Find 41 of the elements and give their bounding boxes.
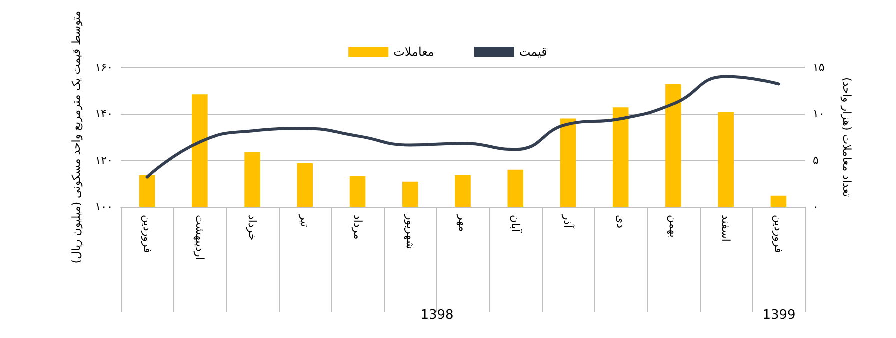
x-tick-label: خرداد: [246, 215, 260, 241]
bar: [192, 94, 208, 207]
bar: [402, 182, 418, 207]
legend-label: معاملات: [394, 45, 434, 59]
x-tick-label: تیر: [298, 214, 312, 228]
legend-label: قیمت: [519, 45, 548, 59]
y-tick-label: ۱۶۰: [95, 61, 113, 74]
bar: [350, 176, 366, 207]
x-tick-label: مهر: [456, 214, 470, 232]
x-tick-label: آذر: [562, 214, 576, 230]
bar: [560, 118, 576, 207]
x-tick-label: بهمن: [666, 215, 680, 238]
line-series: [146, 75, 780, 179]
bar: [770, 196, 787, 207]
bar: [612, 108, 629, 207]
bar: [718, 112, 734, 207]
bar: [244, 152, 260, 207]
text: 1398: [420, 308, 454, 323]
y2-tick-label: ۰: [813, 200, 819, 214]
y2-axis-title: تعداد معاملات (هزار واحد): [840, 77, 854, 198]
x-tick-label: آبان: [509, 215, 524, 234]
text: 1399: [762, 308, 796, 323]
x-tick-label: اسفند: [720, 215, 733, 242]
x-tick-label: فروردین: [140, 215, 154, 254]
y2-tick-label: ۱۵: [813, 61, 825, 74]
x-tick-label: شهریور: [404, 214, 417, 250]
y-tick-label: ۱۲۰: [95, 154, 113, 168]
bar: [297, 163, 314, 207]
bar: [455, 175, 471, 207]
bar: [666, 84, 682, 207]
y-tick-label: ۱۴۰: [95, 108, 113, 121]
bar: [508, 170, 524, 207]
y-axis-title: متوسط قیمت یک مترمربع واحد مسکونی (میلیون ریال): [70, 10, 83, 264]
x-tick-label: فروردین: [772, 215, 786, 254]
y-tick-label: ۱۰۰: [95, 200, 113, 214]
y2-tick-label: ۱۰: [813, 108, 825, 121]
x-tick-label: دی: [614, 215, 628, 229]
x-tick-label: مرداد: [351, 215, 364, 240]
y2-tick-label: ۵: [813, 154, 819, 168]
bar: [139, 175, 156, 207]
x-tick-label: اردیبهشت: [193, 215, 206, 260]
